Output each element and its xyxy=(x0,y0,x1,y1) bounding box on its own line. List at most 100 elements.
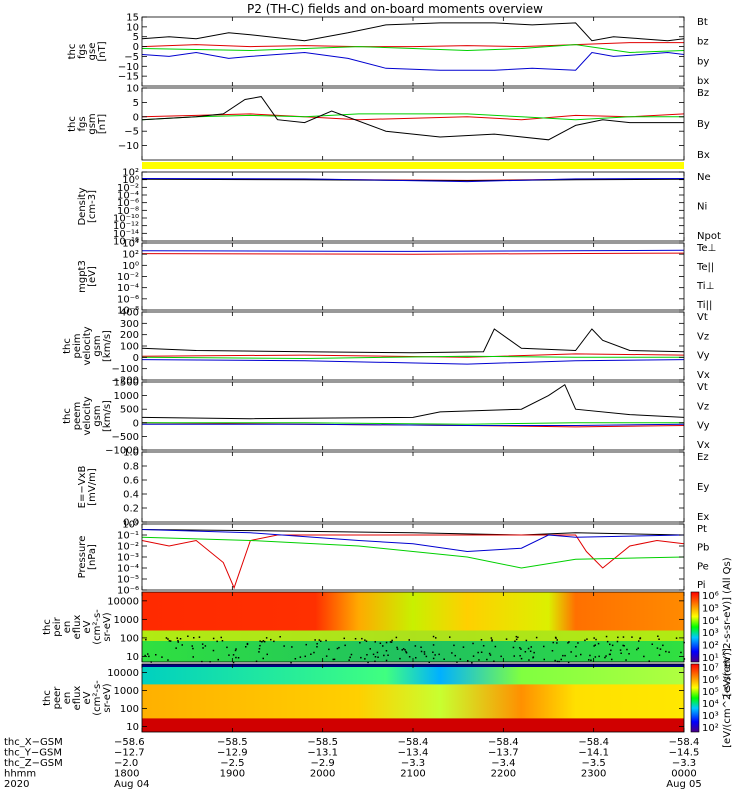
spectrogram-noise xyxy=(175,647,177,649)
spectrogram-noise xyxy=(606,636,608,638)
y-tick-label: 10 xyxy=(126,722,139,733)
spectrogram-noise xyxy=(259,648,261,650)
spectrogram-noise xyxy=(567,642,569,644)
spectrogram-noise xyxy=(391,640,393,642)
spectrogram-noise xyxy=(314,639,316,641)
spectrogram-noise xyxy=(491,640,493,642)
y-tick-label: 0.2 xyxy=(123,504,139,515)
spectrogram-noise xyxy=(295,658,297,660)
spectrogram-noise xyxy=(610,654,612,656)
x-row-value: Aug 04 xyxy=(114,779,149,790)
spectrogram-noise xyxy=(481,639,483,641)
spectrogram-noise xyxy=(611,659,613,661)
x-row-value: −13.4 xyxy=(398,748,429,759)
y-axis-label: [mV/m] xyxy=(87,468,98,506)
y-axis-label: [km/s] xyxy=(102,400,113,432)
spectrogram-noise xyxy=(589,655,591,657)
y-tick-label: 10⁻³ xyxy=(117,553,139,564)
spectrogram-noise xyxy=(300,656,302,658)
spectrogram-noise xyxy=(658,639,660,641)
spectrogram-noise xyxy=(409,656,411,658)
spectrogram-noise xyxy=(361,638,363,640)
spectrogram-noise xyxy=(177,640,179,642)
spectrogram-noise xyxy=(460,658,462,660)
spectrogram-noise xyxy=(328,649,330,651)
spectrogram-noise xyxy=(640,637,642,639)
spectrogram-noise xyxy=(170,640,172,642)
y-tick-label: 10⁻⁵ xyxy=(117,575,139,586)
spectrogram-noise xyxy=(382,645,384,647)
panel-frame xyxy=(142,172,684,241)
y-tick-label: 10000 xyxy=(107,668,139,679)
x-row-value: −3.3 xyxy=(401,758,425,769)
spectrogram-noise xyxy=(463,646,465,648)
legend-entry: Bx xyxy=(697,150,710,161)
legend-entry: Pe xyxy=(697,561,709,572)
legend-entry: Ey xyxy=(697,482,709,493)
spectrogram-noise xyxy=(167,659,169,661)
x-row-value: −13.7 xyxy=(488,748,519,759)
spectrogram-noise xyxy=(383,655,385,657)
legend-entry: Pb xyxy=(697,543,709,554)
spectrogram-noise xyxy=(264,641,266,643)
legend-entry: Vx xyxy=(697,440,710,451)
spectrogram-noise xyxy=(519,647,521,649)
legend-entry: Ti⊥ xyxy=(696,281,714,292)
spectrogram-noise xyxy=(279,636,281,638)
spectrogram-noise xyxy=(364,658,366,660)
y-tick-label: 5 xyxy=(133,98,139,109)
x-row-value: −58.5 xyxy=(307,737,338,748)
spectrogram-noise xyxy=(420,647,422,649)
spectrogram-noise xyxy=(472,643,474,645)
spectrogram-noise xyxy=(267,654,269,656)
spectrogram-noise xyxy=(366,654,368,656)
spectrogram-noise xyxy=(617,637,619,639)
legend-entry: Vz xyxy=(697,331,709,342)
y-tick-label: 1000 xyxy=(114,615,139,626)
spectrogram-noise xyxy=(623,636,625,638)
spectrogram-noise xyxy=(554,660,556,662)
colorbar-tick: 10⁶ xyxy=(702,591,719,602)
spectrogram-noise xyxy=(643,656,645,658)
x-row-value: −2.9 xyxy=(311,758,335,769)
spectrogram-noise xyxy=(628,653,630,655)
y-axis-label: sr-eV) xyxy=(102,612,113,641)
y-tick-label: 10⁻² xyxy=(117,272,139,283)
y-tick-label: −500 xyxy=(112,432,139,443)
y-tick-label: 0.8 xyxy=(123,462,139,473)
spectrogram-noise xyxy=(622,645,624,647)
y-tick-label: 10 xyxy=(126,84,139,95)
spectrogram-noise xyxy=(473,655,475,657)
series-line-bz xyxy=(142,43,684,47)
spectrogram-noise xyxy=(590,660,592,662)
spectrogram-noise xyxy=(443,659,445,661)
spectrogram-noise xyxy=(680,652,682,654)
spectrogram-noise xyxy=(247,644,249,646)
spectrogram-noise xyxy=(213,638,215,640)
panel-peer_spec: 10⁷10⁶10⁵10⁴10³10² [eV/(cm^2-s-sr-eV)]100… xyxy=(42,648,733,748)
x-row-value: −58.4 xyxy=(488,737,519,748)
spectrogram-noise xyxy=(595,644,597,646)
y-tick-label: 0 xyxy=(133,418,139,429)
series-line-Bt xyxy=(142,23,684,41)
spectrogram-noise xyxy=(451,652,453,654)
spectrogram-noise xyxy=(421,651,423,653)
spectrogram-noise xyxy=(626,649,628,651)
spectrogram-noise xyxy=(552,650,554,652)
spectrogram-noise xyxy=(424,653,426,655)
spectrogram-noise xyxy=(516,636,518,638)
spectrogram-noise xyxy=(605,655,607,657)
panel-temperature: 10⁴10²10⁰10⁻²10⁻⁴10⁻⁶10⁻⁸mgpt3 [eV]Te⊥Te|… xyxy=(77,239,716,317)
series-line-Vt xyxy=(142,329,684,353)
x-row-value: −12.7 xyxy=(114,748,145,759)
spectrogram-noise xyxy=(192,645,194,647)
colorbar xyxy=(691,592,699,662)
spectrogram-noise xyxy=(283,645,285,647)
y-tick-label: 0 xyxy=(133,353,139,364)
spectrogram-noise xyxy=(405,651,407,653)
spectrogram-noise xyxy=(586,638,588,640)
x-row-label: thc_Z−GSM xyxy=(4,758,63,769)
colorbar-tick: 10² xyxy=(702,641,719,652)
spectrogram-noise xyxy=(273,641,275,643)
